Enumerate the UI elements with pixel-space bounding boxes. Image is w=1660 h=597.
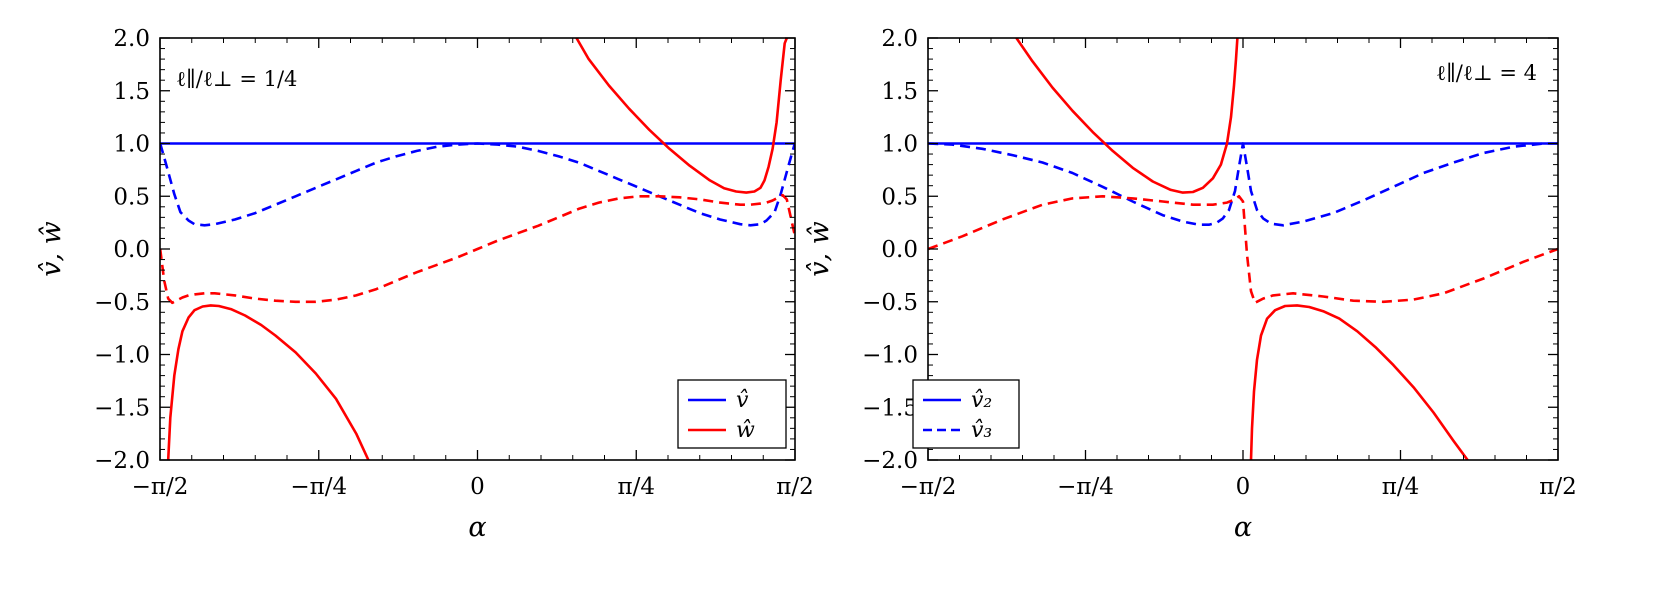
- right-ytick-label: −1.5: [862, 395, 918, 421]
- right-ytick-label: 1.0: [881, 132, 918, 158]
- left-legend-label-0: v̂: [736, 388, 749, 413]
- left-series-line-4: [575, 38, 789, 194]
- left-legend-label-1: ŵ: [736, 418, 755, 443]
- left-x-axis-label: α: [468, 512, 486, 543]
- left-xtick-label: π/4: [618, 474, 656, 500]
- left-xtick-label: −π/4: [290, 474, 347, 500]
- left-ytick-label: −1.5: [94, 395, 150, 421]
- left-chart-panel: −2.0 −1.5 −1.0 −0.5 0.0 0.5 1.0 1.5 2.0 −π/2 −π/4 0…: [36, 26, 814, 543]
- right-ytick-label: 0.5: [881, 184, 918, 210]
- right-ytick-label: 1.5: [881, 79, 918, 105]
- right-ytick-label: 0.0: [881, 237, 918, 263]
- left-series-line-1: [160, 142, 795, 227]
- left-xtick-label: −π/2: [132, 474, 189, 500]
- left-series-line-3: [166, 304, 370, 460]
- right-legend-box: [912, 379, 1020, 449]
- right-series-line-1: [928, 142, 1558, 227]
- right-xtick-label: −π/4: [1057, 474, 1114, 500]
- left-y-axis-label: v̂, ŵ: [36, 221, 67, 277]
- right-ytick-label: −1.0: [862, 343, 918, 369]
- right-xtick-label: 0: [1236, 474, 1251, 500]
- right-ytick-label: −2.0: [862, 448, 918, 474]
- right-legend: v̂₂ v̂₃: [912, 379, 1020, 449]
- right-legend-label-0: v̂₂: [971, 388, 992, 413]
- left-ytick-label: 1.5: [113, 79, 150, 105]
- left-ytick-label: 2.0: [113, 26, 150, 52]
- left-ytick-label: 0.5: [113, 184, 150, 210]
- right-ratio-annotation: ℓ∥/ℓ⊥ = 4: [1436, 61, 1537, 85]
- left-series-line-2: [160, 193, 795, 305]
- right-y-axis-label: v̂, ŵ: [804, 221, 835, 277]
- right-series-line-4: [1249, 304, 1469, 460]
- left-ytick-label: −2.0: [94, 448, 150, 474]
- left-legend: v̂ ŵ: [677, 379, 787, 449]
- left-xtick-label: 0: [470, 474, 485, 500]
- left-ytick-label: 0.0: [113, 237, 150, 263]
- right-series-line-3: [1015, 38, 1239, 194]
- left-ytick-label: 1.0: [113, 132, 150, 158]
- right-xtick-label: π/2: [1539, 474, 1577, 500]
- right-series-line-2: [928, 195, 1558, 305]
- left-ytick-label: −0.5: [94, 290, 150, 316]
- left-legend-box: [677, 379, 787, 449]
- right-ytick-label: 2.0: [881, 26, 918, 52]
- right-plot-frame: [927, 37, 1559, 461]
- left-series-group: [160, 38, 795, 460]
- right-ytick-label: −0.5: [862, 290, 918, 316]
- right-xtick-label: π/4: [1382, 474, 1420, 500]
- right-series-group: [928, 38, 1558, 460]
- right-legend-label-1: v̂₃: [971, 418, 992, 443]
- right-chart-panel: −2.0 −1.5 −1.0 −0.5 0.0 0.5 1.0 1.5 2.0 −π/2 −π/4 0…: [804, 26, 1577, 543]
- left-ytick-label: −1.0: [94, 343, 150, 369]
- left-ratio-annotation: ℓ∥/ℓ⊥ = 1/4: [176, 67, 297, 91]
- right-x-axis-label: α: [1234, 512, 1252, 543]
- left-xtick-label: π/2: [776, 474, 814, 500]
- right-xtick-label: −π/2: [900, 474, 957, 500]
